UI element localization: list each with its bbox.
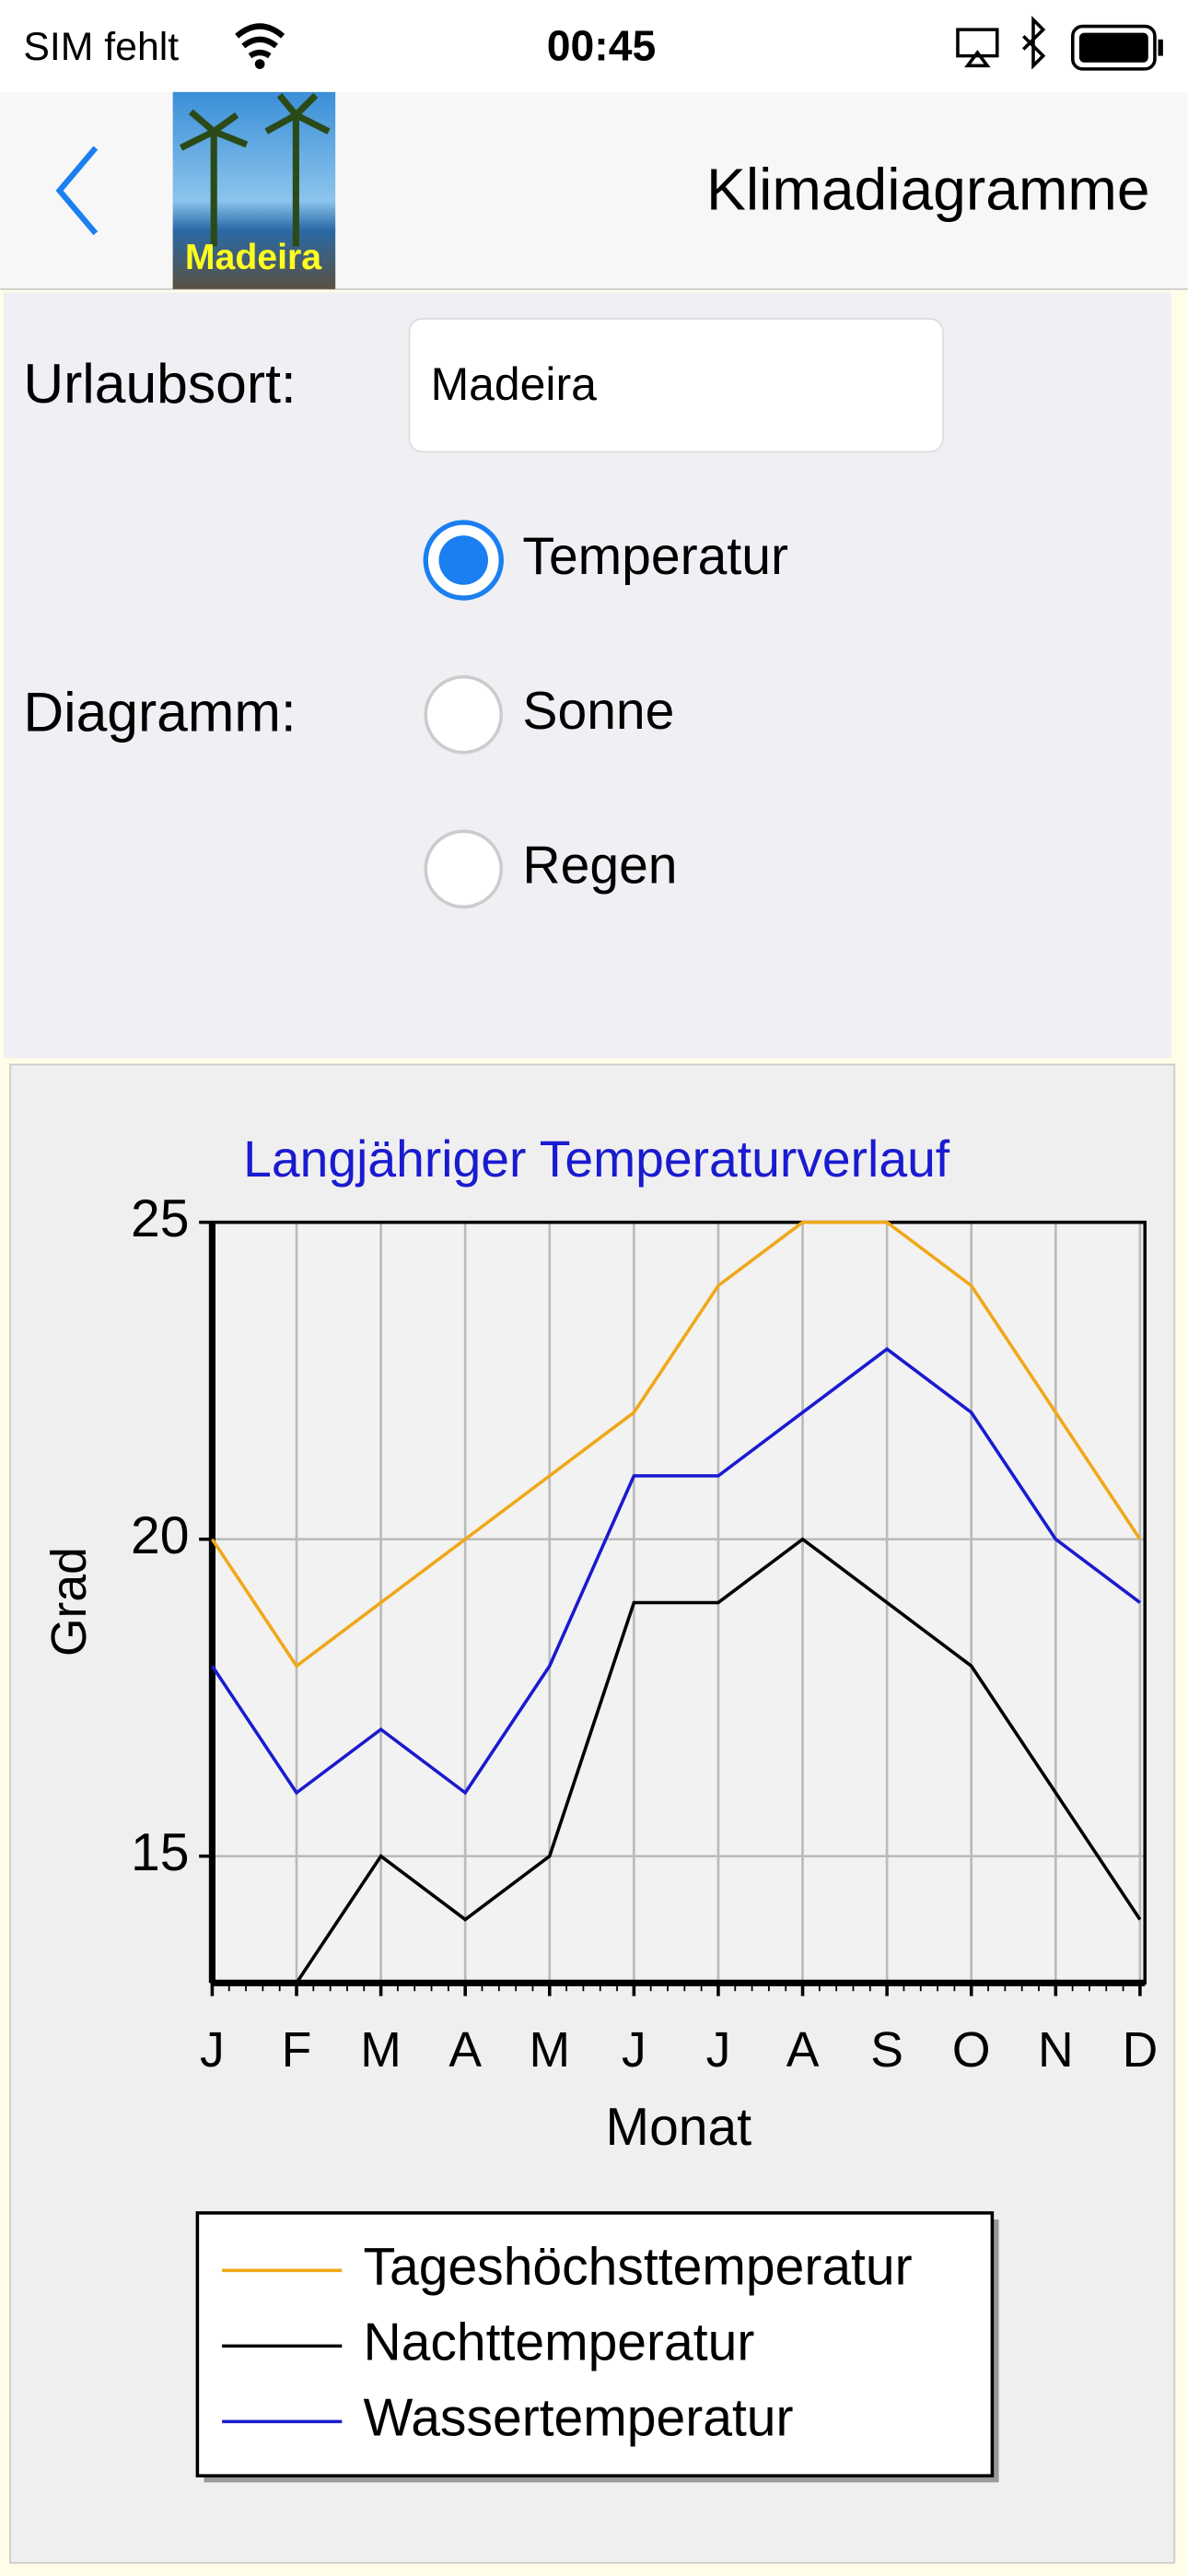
y-tick-label: 25	[131, 1189, 189, 1248]
radio-button[interactable]	[424, 829, 504, 909]
location-label: Urlaubsort:	[23, 352, 296, 415]
palm-trees	[179, 92, 331, 247]
chart-title: Langjähriger Temperaturverlauf	[243, 1130, 950, 1188]
status-bar	[0, 0, 1188, 92]
x-tick-label: J	[622, 2023, 646, 2078]
series-line	[210, 1347, 1141, 1796]
clock: 00:45	[547, 22, 657, 70]
legend-label: Nachttemperatur	[363, 2313, 754, 2371]
diagram-label: Diagramm:	[23, 680, 296, 743]
x-tick-label: F	[282, 2023, 312, 2078]
legend-label: Wassertemperatur	[363, 2388, 793, 2447]
radio-label[interactable]: Temperatur	[522, 527, 788, 586]
x-axis-label: Monat	[606, 2098, 752, 2157]
image-label: Madeira	[185, 237, 322, 277]
x-tick-label: J	[200, 2023, 225, 2078]
radio-button[interactable]	[424, 674, 504, 755]
battery-tip	[1158, 39, 1163, 56]
x-tick-label: M	[360, 2023, 402, 2078]
x-tick-label: J	[706, 2023, 731, 2078]
location-input[interactable]	[408, 318, 944, 453]
x-tick-label: S	[870, 2023, 903, 2078]
location-value: Madeira	[431, 358, 598, 410]
wifi-dot	[254, 59, 265, 69]
carrier: SIM fehlt	[23, 25, 179, 69]
airplay-icon	[956, 28, 999, 68]
back-button[interactable]	[55, 146, 99, 236]
x-tick-label: N	[1038, 2023, 1074, 2078]
y-tick-label: 15	[131, 1823, 189, 1882]
radio-label[interactable]: Sonne	[522, 682, 674, 741]
series-line	[210, 1220, 1142, 1669]
location-image	[172, 91, 336, 289]
y-tick-label: 20	[131, 1506, 189, 1565]
battery-level	[1078, 32, 1148, 63]
nav-title: Klimadiagramme	[706, 156, 1150, 222]
radio-dot	[438, 535, 488, 585]
x-tick-label: D	[1123, 2023, 1159, 2078]
legend-label: Tageshöchsttemperatur	[363, 2237, 912, 2296]
radio-label[interactable]: Regen	[522, 836, 677, 895]
battery	[1071, 24, 1157, 71]
x-tick-label: A	[448, 2023, 482, 2078]
series-line	[212, 1537, 1142, 1985]
x-tick-label: M	[529, 2023, 570, 2078]
bluetooth-icon	[1022, 16, 1046, 70]
y-axis-label: Grad	[42, 1547, 97, 1657]
x-tick-label: A	[786, 2023, 820, 2078]
wifi-icon	[235, 23, 285, 59]
x-tick-label: O	[952, 2023, 991, 2078]
